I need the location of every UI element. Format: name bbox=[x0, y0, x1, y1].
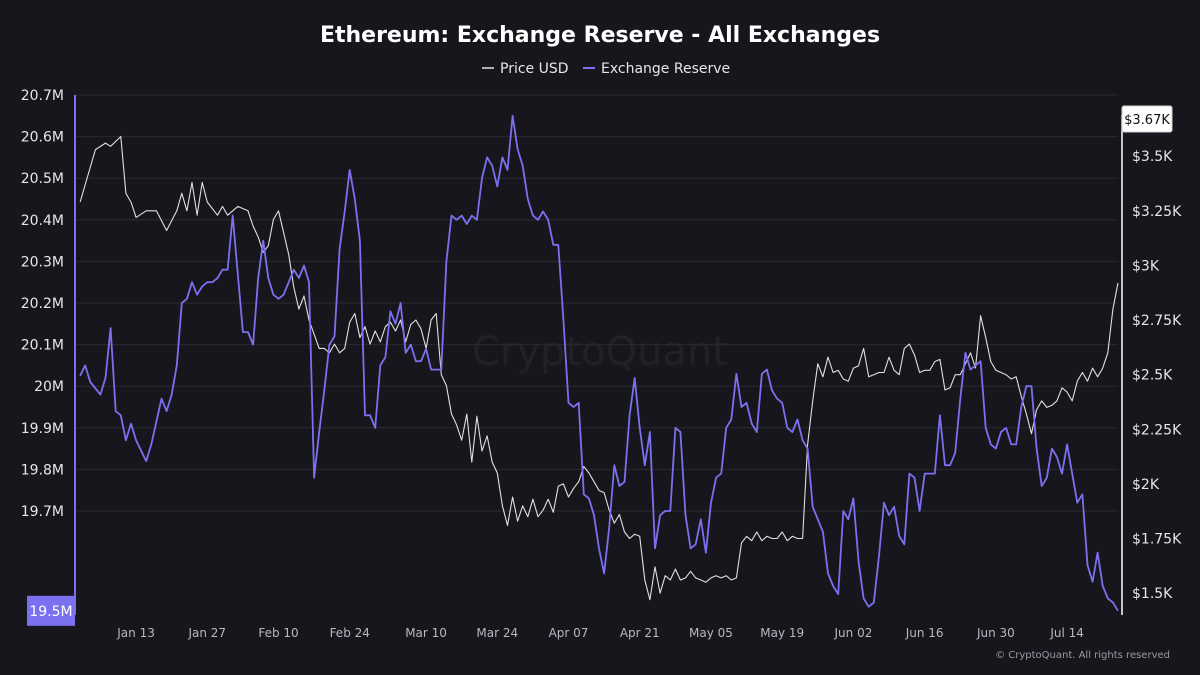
y-right-tick-2k: $2K bbox=[1132, 477, 1160, 493]
series-line-price-usd[interactable] bbox=[79, 135, 1119, 601]
x-tick-mar-24: Mar 24 bbox=[476, 626, 518, 640]
legend-label-reserve: Exchange Reserve bbox=[601, 61, 730, 77]
legend-item-price[interactable]: Price USD bbox=[482, 61, 569, 77]
y-left-tick-20-3m: 20.3M bbox=[21, 254, 64, 270]
x-tick-feb-24: Feb 24 bbox=[330, 626, 370, 640]
legend-item-reserve[interactable]: Exchange Reserve bbox=[583, 61, 730, 77]
y-left-tick-20-2m: 20.2M bbox=[21, 296, 64, 312]
x-tick-mar-10: Mar 10 bbox=[405, 626, 447, 640]
credit-text: © CryptoQuant. All rights reserved bbox=[995, 650, 1170, 661]
y-left-tick-20-6m: 20.6M bbox=[21, 130, 64, 146]
x-tick-jun-16: Jun 16 bbox=[905, 626, 944, 640]
series-group bbox=[79, 114, 1119, 612]
x-tick-jan-27: Jan 27 bbox=[187, 626, 226, 640]
x-tick-apr-07: Apr 07 bbox=[549, 626, 589, 640]
grid bbox=[75, 94, 1118, 512]
x-tick-jul-14: Jul 14 bbox=[1049, 626, 1084, 640]
x-tick-may-19: May 19 bbox=[760, 626, 804, 640]
x-tick-jan-13: Jan 13 bbox=[116, 626, 155, 640]
y-right-tick-1-75k: $1.75K bbox=[1132, 532, 1182, 548]
y-right-tick-2-75k: $2.75K bbox=[1132, 313, 1182, 329]
series-line-exchange-reserve[interactable] bbox=[79, 114, 1119, 612]
watermark: CryptoQuant bbox=[472, 329, 728, 375]
y-right-tick-3-5k: $3.5K bbox=[1132, 149, 1173, 165]
legend: Price USD Exchange Reserve bbox=[482, 61, 730, 77]
y-left-ticks: 20.7M 20.6M 20.5M 20.4M 20.3M 20.2M 20.1M 20M 19… bbox=[21, 88, 64, 520]
x-tick-jun-30: Jun 30 bbox=[976, 626, 1015, 640]
y-left-tick-20-7m: 20.7M bbox=[21, 88, 64, 104]
reserve-current-value: 19.5M bbox=[29, 604, 72, 620]
y-right-tick-3k: $3K bbox=[1132, 258, 1160, 274]
y-right-tick-2-25k: $2.25K bbox=[1132, 422, 1182, 438]
legend-label-price: Price USD bbox=[500, 61, 569, 77]
y-left-tick-20m: 20M bbox=[34, 379, 64, 395]
current-value-badges: 19.5M $3.67K bbox=[27, 105, 1173, 626]
y-left-tick-20-4m: 20.4M bbox=[21, 213, 64, 229]
price-current-badge bbox=[1121, 105, 1173, 133]
y-left-tick-19-8m: 19.8M bbox=[21, 462, 64, 478]
x-tick-jun-02: Jun 02 bbox=[834, 626, 873, 640]
y-right-ticks: $3.5K $3.25K $3K $2.75K $2.5K $2.25K $2K $1.75K… bbox=[1132, 149, 1182, 602]
axes bbox=[74, 95, 1123, 615]
y-left-tick-19-7m: 19.7M bbox=[21, 504, 64, 520]
y-right-tick-2-5k: $2.5K bbox=[1132, 368, 1173, 384]
y-left-tick-19-9m: 19.9M bbox=[21, 421, 64, 437]
x-ticks: Jan 13 Jan 27 Feb 10 Feb 24 Mar 10 Mar 24 Apr … bbox=[116, 626, 1084, 640]
y-right-tick-1-5k: $1.5K bbox=[1132, 586, 1173, 602]
x-tick-may-05: May 05 bbox=[689, 626, 733, 640]
reserve-current-badge bbox=[27, 595, 75, 626]
x-tick-feb-10: Feb 10 bbox=[258, 626, 298, 640]
y-right-tick-3-25k: $3.25K bbox=[1132, 204, 1182, 220]
price-current-value: $3.67K bbox=[1124, 113, 1170, 128]
x-tick-apr-21: Apr 21 bbox=[620, 626, 660, 640]
chart-title: Ethereum: Exchange Reserve - All Exchang… bbox=[320, 23, 880, 48]
y-left-tick-20-5m: 20.5M bbox=[21, 171, 64, 187]
y-left-tick-20-1m: 20.1M bbox=[21, 338, 64, 354]
